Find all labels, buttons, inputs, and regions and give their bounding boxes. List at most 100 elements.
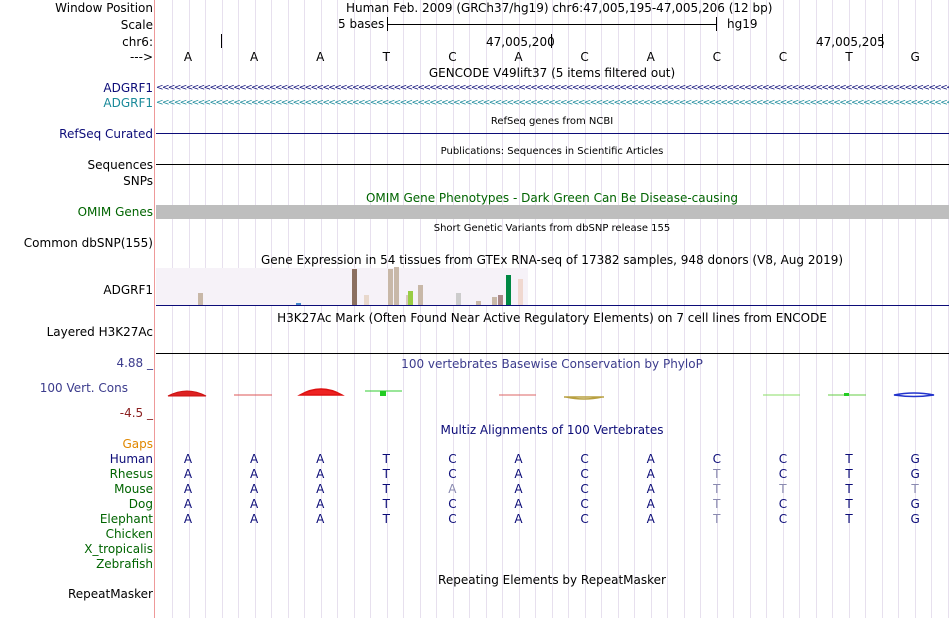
- refseq-track-title[interactable]: RefSeq genes from NCBI: [490, 116, 614, 127]
- gtex-gene-line: [156, 305, 949, 306]
- refseq-gene-line[interactable]: [156, 133, 949, 134]
- gtex-tissue-bar[interactable]: [418, 285, 423, 305]
- phylop-min: -4.5 _: [119, 406, 153, 420]
- reference-base: G: [910, 50, 920, 64]
- gencode-item-label[interactable]: ADGRF1: [103, 96, 153, 110]
- aligned-base: A: [646, 452, 655, 466]
- repeat-label[interactable]: RepeatMasker: [67, 587, 153, 601]
- gtex-tissue-bar[interactable]: [364, 295, 369, 305]
- guideline: [684, 0, 685, 618]
- species-label-human[interactable]: Human: [109, 452, 153, 466]
- gencode-track-title[interactable]: GENCODE V49lift37 (5 items filtered out): [428, 66, 676, 80]
- guideline: [865, 0, 866, 618]
- aligned-base: T: [911, 482, 919, 496]
- aligned-base: T: [382, 482, 390, 496]
- gtex-tissue-bar[interactable]: [476, 301, 481, 305]
- coord-tick: [551, 34, 552, 48]
- aligned-base: A: [448, 482, 457, 496]
- aligned-base: C: [778, 512, 788, 526]
- guideline: [205, 0, 206, 618]
- phylop-peak: [844, 393, 849, 396]
- gtex-tissue-bar[interactable]: [394, 267, 399, 305]
- multiz-track-title[interactable]: Multiz Alignments of 100 Vertebrates: [440, 423, 664, 437]
- guideline: [750, 0, 751, 618]
- reference-base: C: [580, 50, 589, 64]
- species-label-chicken[interactable]: Chicken: [105, 527, 153, 541]
- guideline: [172, 0, 173, 618]
- omim-label[interactable]: OMIM Genes: [77, 205, 153, 219]
- gencode-transcript[interactable]: <<<<<<<<<<<<<<<<<<<<<<<<<<<<<<<<<<<<<<<<…: [156, 84, 949, 92]
- gtex-tissue-bar[interactable]: [492, 297, 497, 305]
- guideline: [634, 0, 635, 618]
- species-label-x_tropicalis[interactable]: X_tropicalis: [84, 542, 153, 556]
- h3k27ac-track-title[interactable]: H3K27Ac Mark (Often Found Near Active Re…: [277, 311, 827, 325]
- gtex-expression-plot[interactable]: [156, 267, 949, 308]
- refseq-label[interactable]: RefSeq Curated: [59, 127, 153, 141]
- aligned-base: T: [845, 497, 853, 511]
- phylop-peak: [380, 391, 386, 396]
- aligned-base: A: [514, 467, 523, 481]
- species-label-dog[interactable]: Dog: [128, 497, 153, 511]
- scale-label: Scale: [120, 18, 153, 32]
- scale-value: 5 bases: [338, 17, 385, 31]
- aligned-base: C: [448, 467, 457, 481]
- gtex-tissue-bar[interactable]: [198, 293, 203, 305]
- phylop-conservation-plot[interactable]: [156, 380, 949, 404]
- gtex-tissue-bar[interactable]: [498, 295, 503, 305]
- guideline: [420, 0, 421, 618]
- gtex-tissue-bar[interactable]: [388, 269, 393, 305]
- sequences-label[interactable]: Sequences: [87, 158, 153, 172]
- guideline: [222, 0, 223, 618]
- phylop-peak: [297, 388, 345, 396]
- aligned-base: A: [316, 497, 325, 511]
- aligned-base: T: [779, 482, 787, 496]
- gaps-label[interactable]: Gaps: [122, 437, 153, 451]
- strand-label: --->: [129, 50, 153, 64]
- aligned-base: A: [183, 512, 193, 526]
- aligned-base: C: [580, 482, 589, 496]
- coord-tick: [221, 34, 222, 48]
- reference-base: T: [845, 50, 853, 64]
- gtex-tissue-bar[interactable]: [506, 275, 511, 305]
- omim-gene-bar[interactable]: [156, 205, 949, 219]
- gtex-tissue-bar[interactable]: [518, 279, 523, 305]
- gtex-track-title[interactable]: Gene Expression in 54 tissues from GTEx …: [260, 253, 844, 267]
- h3k27ac-label[interactable]: Layered H3K27Ac: [46, 325, 153, 339]
- aligned-base: A: [183, 467, 193, 481]
- gtex-tissue-bar[interactable]: [352, 269, 357, 305]
- guideline: [832, 0, 833, 618]
- species-label-mouse[interactable]: Mouse: [114, 482, 153, 496]
- dbsnp-track-title[interactable]: Short Genetic Variants from dbSNP releas…: [433, 223, 671, 234]
- publications-line[interactable]: [156, 164, 949, 165]
- species-label-zebrafish[interactable]: Zebrafish: [96, 557, 153, 571]
- phylop-track-title[interactable]: 100 vertebrates Basewise Conservation by…: [401, 357, 703, 371]
- gencode-transcript[interactable]: <<<<<<<<<<<<<<<<<<<<<<<<<<<<<<<<<<<<<<<<…: [156, 99, 949, 107]
- repeat-track-title[interactable]: Repeating Elements by RepeatMasker: [438, 573, 666, 587]
- aligned-base: A: [249, 467, 259, 481]
- gtex-tissue-bar[interactable]: [408, 291, 413, 305]
- phylop-label[interactable]: 100 Vert. Cons: [39, 381, 128, 395]
- gtex-label[interactable]: ADGRF1: [103, 283, 153, 297]
- aligned-base: T: [713, 467, 721, 481]
- gtex-tissue-bar[interactable]: [296, 303, 301, 305]
- aligned-base: G: [910, 452, 920, 466]
- guideline: [337, 0, 338, 618]
- species-label-rhesus[interactable]: Rhesus: [109, 467, 153, 481]
- snps-label[interactable]: SNPs: [123, 174, 153, 188]
- publications-track-title[interactable]: Publications: Sequences in Scientific Ar…: [440, 146, 664, 157]
- guideline: [849, 0, 850, 618]
- gencode-item-label[interactable]: ADGRF1: [103, 81, 153, 95]
- species-label-elephant[interactable]: Elephant: [99, 512, 153, 526]
- guideline: [948, 0, 949, 618]
- aligned-base: T: [845, 452, 853, 466]
- guideline: [618, 0, 619, 618]
- guideline: [370, 0, 371, 618]
- dbsnp-label[interactable]: Common dbSNP(155): [23, 236, 153, 250]
- aligned-base: C: [778, 497, 788, 511]
- omim-track-title[interactable]: OMIM Gene Phenotypes - Dark Green Can Be…: [365, 191, 739, 205]
- guideline: [585, 0, 586, 618]
- guideline: [189, 0, 190, 618]
- aligned-base: A: [249, 512, 259, 526]
- gtex-tissue-bar[interactable]: [456, 293, 461, 305]
